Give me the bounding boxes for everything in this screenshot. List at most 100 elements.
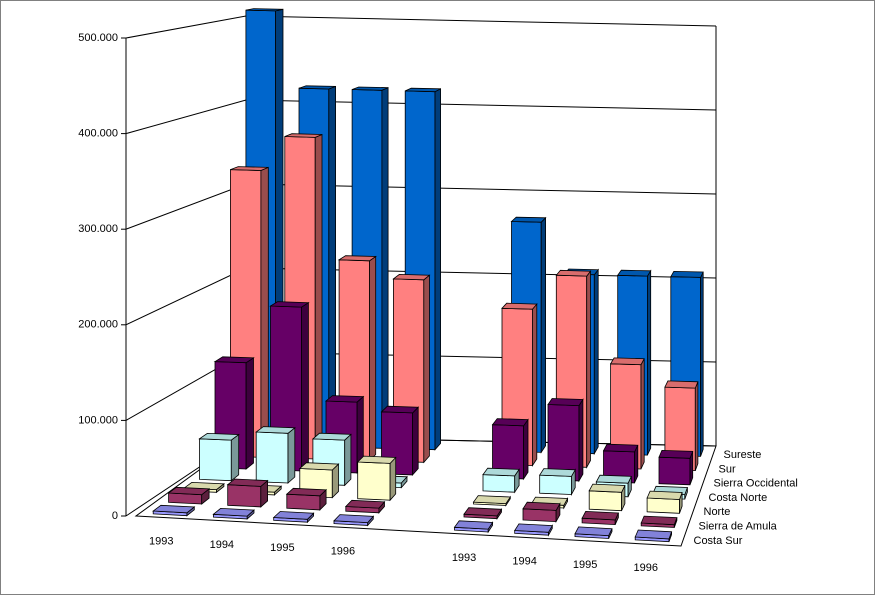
- bar-front: [199, 438, 232, 482]
- bar: [574, 526, 613, 539]
- bar-top: [501, 302, 538, 310]
- bar: [538, 468, 576, 497]
- bar-top: [646, 490, 683, 500]
- bar-front: [482, 474, 516, 493]
- legend-label: Sur: [719, 463, 736, 475]
- bar: [658, 449, 694, 486]
- grid-line: [125, 15, 717, 39]
- y-tick-label: 400.000: [78, 128, 118, 140]
- bar-top: [298, 85, 336, 90]
- bar: [344, 499, 386, 514]
- bar-top: [167, 486, 211, 496]
- bar-side: [523, 418, 529, 481]
- bar: [646, 490, 683, 514]
- bar-top: [356, 455, 397, 464]
- bar-side: [314, 133, 323, 460]
- bar-top: [284, 133, 323, 138]
- bar-top: [602, 443, 639, 453]
- bar-side: [586, 270, 591, 469]
- bar-top: [285, 487, 328, 497]
- bar-top: [453, 520, 494, 530]
- bar-front: [522, 508, 557, 523]
- bar-top: [634, 529, 673, 540]
- bar: [482, 467, 520, 494]
- bar-top: [609, 357, 645, 366]
- bar-top: [212, 507, 256, 517]
- bar: [333, 514, 375, 527]
- bar-top: [213, 356, 255, 364]
- bar-top: [616, 269, 652, 277]
- bar-side: [700, 271, 704, 457]
- bar: [226, 478, 269, 508]
- bar-front: [357, 461, 391, 501]
- x-tick-label: 1993: [452, 552, 476, 564]
- bar-top: [513, 523, 553, 533]
- bar-side: [328, 85, 337, 448]
- bar: [463, 507, 503, 521]
- bar-top: [311, 432, 352, 441]
- bar-top: [344, 499, 386, 509]
- bar-front: [255, 431, 289, 484]
- bar-top: [255, 426, 296, 434]
- bar-top: [595, 474, 632, 484]
- bar-top: [491, 418, 529, 427]
- bar-top: [522, 501, 561, 511]
- bar-front: [539, 474, 572, 495]
- bar: [198, 432, 240, 482]
- bar: [472, 495, 512, 507]
- bar-top: [664, 380, 699, 389]
- legend-label: Sureste: [724, 449, 762, 461]
- bar-side: [540, 216, 546, 454]
- bar-top: [230, 166, 269, 171]
- bar-top: [588, 483, 626, 493]
- bar: [285, 487, 328, 511]
- bar: [212, 507, 256, 520]
- bar-top: [380, 405, 420, 414]
- bar-top: [392, 273, 431, 281]
- bar-top: [351, 86, 389, 91]
- bar: [453, 520, 494, 534]
- bar-top: [640, 515, 678, 526]
- bar: [581, 510, 620, 526]
- bar-top: [298, 462, 340, 471]
- bar-side: [369, 255, 377, 462]
- bar: [255, 426, 296, 484]
- bar-top: [245, 8, 284, 12]
- bar: [602, 443, 639, 484]
- x-tick-label: 1995: [573, 559, 597, 571]
- x-tick-label: 1994: [512, 556, 536, 568]
- bar-side: [640, 358, 645, 470]
- bar-front: [286, 493, 321, 511]
- bar-side: [301, 301, 309, 472]
- bar-top: [658, 449, 694, 459]
- bar-side: [245, 357, 254, 470]
- bar: [640, 515, 678, 528]
- legend-label: Costa Sur: [694, 535, 743, 547]
- bar-side: [381, 86, 389, 450]
- y-tick-label: 500.000: [78, 32, 118, 44]
- bar-side: [593, 268, 599, 456]
- bar-top: [581, 510, 620, 521]
- y-tick-label: 300.000: [78, 223, 118, 235]
- bar-top: [337, 255, 377, 262]
- bar-top: [198, 432, 240, 441]
- bar: [356, 455, 397, 502]
- bar-side: [434, 88, 442, 451]
- bar: [167, 486, 211, 505]
- bar-side: [647, 269, 652, 456]
- bar-side: [412, 406, 419, 476]
- bar-top: [324, 395, 365, 403]
- bar-top: [538, 468, 576, 477]
- bar-top: [547, 398, 584, 407]
- bar-top: [463, 507, 503, 517]
- bar-front: [658, 456, 691, 486]
- x-tick-label: 1995: [270, 542, 294, 554]
- bar: [491, 418, 529, 481]
- bar: [634, 529, 673, 543]
- y-tick-label: 100.000: [78, 414, 118, 426]
- legend-label: Norte: [704, 506, 731, 518]
- legend-label: Sierra de Amula: [699, 520, 778, 532]
- bar-top: [405, 87, 441, 93]
- bar: [588, 483, 626, 512]
